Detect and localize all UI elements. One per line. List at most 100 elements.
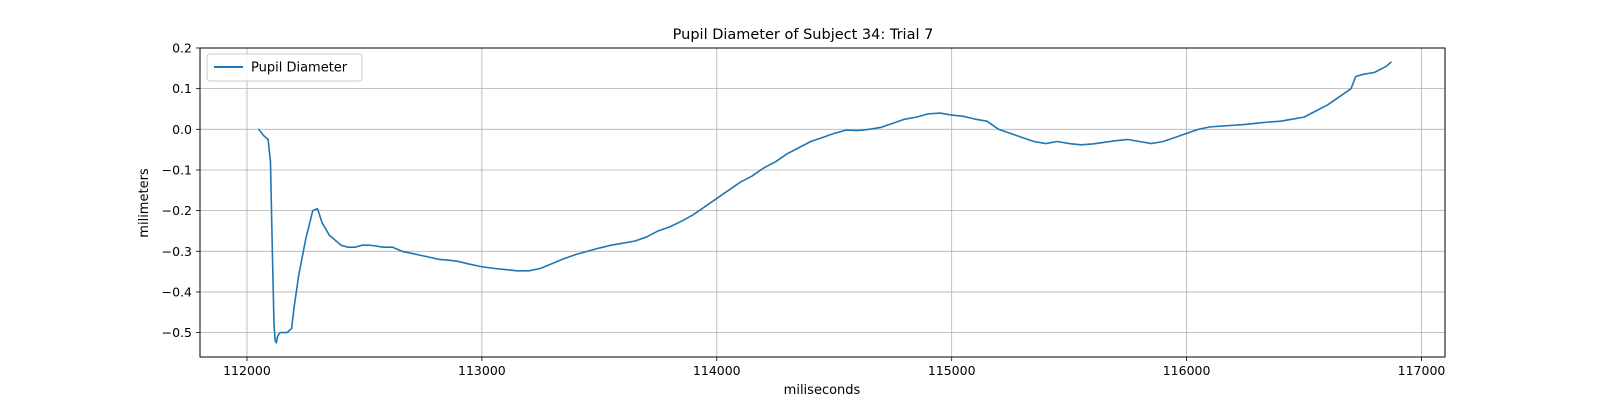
data-point bbox=[305, 238, 306, 239]
data-point bbox=[1268, 121, 1269, 122]
data-point bbox=[430, 257, 431, 258]
plot-area-frame bbox=[199, 47, 1446, 358]
data-point bbox=[740, 182, 741, 183]
data-point bbox=[1350, 88, 1351, 89]
data-point bbox=[1151, 143, 1152, 144]
data-point bbox=[1233, 125, 1234, 126]
data-point bbox=[340, 245, 341, 246]
data-point bbox=[448, 260, 449, 261]
y-tick-label: −0.5 bbox=[162, 325, 192, 340]
x-tick-label: 117000 bbox=[1398, 363, 1446, 378]
data-point bbox=[347, 247, 348, 248]
data-point bbox=[1033, 141, 1034, 142]
data-point bbox=[693, 214, 694, 215]
x-tick-label: 115000 bbox=[928, 363, 976, 378]
data-point bbox=[458, 261, 459, 262]
data-point bbox=[317, 208, 318, 209]
series-layer bbox=[257, 61, 1392, 344]
data-point bbox=[1339, 96, 1340, 97]
data-point bbox=[298, 275, 299, 276]
y-tick-label: −0.1 bbox=[162, 162, 192, 177]
data-point bbox=[975, 119, 976, 120]
chart-title: Pupil Diameter of Subject 34: Trial 7 bbox=[673, 27, 934, 43]
data-point bbox=[681, 221, 682, 222]
data-point bbox=[1280, 121, 1281, 122]
data-point bbox=[470, 264, 471, 265]
data-point bbox=[369, 245, 370, 246]
data-point bbox=[286, 332, 287, 333]
data-point bbox=[822, 137, 823, 138]
data-point bbox=[361, 245, 362, 246]
data-point bbox=[892, 123, 893, 124]
data-point bbox=[517, 270, 518, 271]
data-point bbox=[293, 308, 294, 309]
y-tick-label: −0.3 bbox=[162, 244, 192, 259]
data-point bbox=[669, 226, 670, 227]
data-point bbox=[401, 251, 402, 252]
data-point bbox=[528, 270, 529, 271]
data-point bbox=[939, 112, 940, 113]
data-point bbox=[1116, 140, 1117, 141]
y-axis-label: milimeters bbox=[137, 168, 152, 238]
data-point bbox=[1355, 76, 1356, 77]
data-point bbox=[657, 230, 658, 231]
data-point bbox=[869, 129, 870, 130]
data-point bbox=[312, 210, 313, 211]
data-point bbox=[1315, 110, 1316, 111]
data-point bbox=[329, 234, 330, 235]
data-point bbox=[383, 247, 384, 248]
data-point bbox=[505, 269, 506, 270]
y-tick-label: 0.0 bbox=[172, 122, 192, 137]
data-point bbox=[986, 121, 987, 122]
data-point bbox=[587, 251, 588, 252]
x-tick-label: 112000 bbox=[223, 363, 271, 378]
data-point bbox=[291, 328, 292, 329]
data-point bbox=[354, 247, 355, 248]
legend-box bbox=[206, 53, 363, 82]
data-point bbox=[411, 253, 412, 254]
data-point bbox=[272, 251, 273, 252]
data-point bbox=[1010, 133, 1011, 134]
data-point bbox=[279, 332, 280, 333]
data-point bbox=[392, 247, 393, 248]
data-point bbox=[1022, 137, 1023, 138]
data-point bbox=[282, 332, 283, 333]
data-point bbox=[1245, 124, 1246, 125]
data-point bbox=[1186, 133, 1187, 134]
data-point bbox=[263, 135, 264, 136]
data-point bbox=[1256, 123, 1257, 124]
data-point bbox=[798, 147, 799, 148]
data-point bbox=[1104, 142, 1105, 143]
data-point bbox=[275, 340, 276, 341]
data-point bbox=[276, 342, 277, 343]
data-point bbox=[1080, 144, 1081, 145]
data-point bbox=[277, 336, 278, 337]
data-point bbox=[775, 161, 776, 162]
data-point bbox=[1362, 74, 1363, 75]
data-point bbox=[552, 263, 553, 264]
data-point bbox=[728, 190, 729, 191]
data-point bbox=[834, 133, 835, 134]
data-point bbox=[1057, 141, 1058, 142]
y-tick-label: 0.2 bbox=[172, 41, 192, 56]
data-point bbox=[610, 245, 611, 246]
data-point bbox=[1198, 129, 1199, 130]
y-tick-label: 0.1 bbox=[172, 81, 192, 96]
legend-label: Pupil Diameter bbox=[251, 61, 348, 76]
y-tick-label: −0.2 bbox=[162, 203, 192, 218]
data-point bbox=[1127, 139, 1128, 140]
data-point bbox=[273, 324, 274, 325]
data-point bbox=[599, 247, 600, 248]
data-point bbox=[270, 161, 271, 162]
data-point bbox=[1069, 143, 1070, 144]
data-point bbox=[1209, 126, 1210, 127]
x-tick-label: 116000 bbox=[1163, 363, 1211, 378]
data-point bbox=[881, 127, 882, 128]
data-point bbox=[904, 119, 905, 120]
x-axis-ticks: 112000 113000 114000 115000 116000 117000 bbox=[223, 357, 1445, 378]
data-point bbox=[1139, 141, 1140, 142]
data-point bbox=[787, 153, 788, 154]
data-point bbox=[575, 254, 576, 255]
y-axis-ticks: 0.2 0.1 0.0 −0.1 −0.2 −0.3 −0.4 −0.5 bbox=[162, 41, 200, 340]
